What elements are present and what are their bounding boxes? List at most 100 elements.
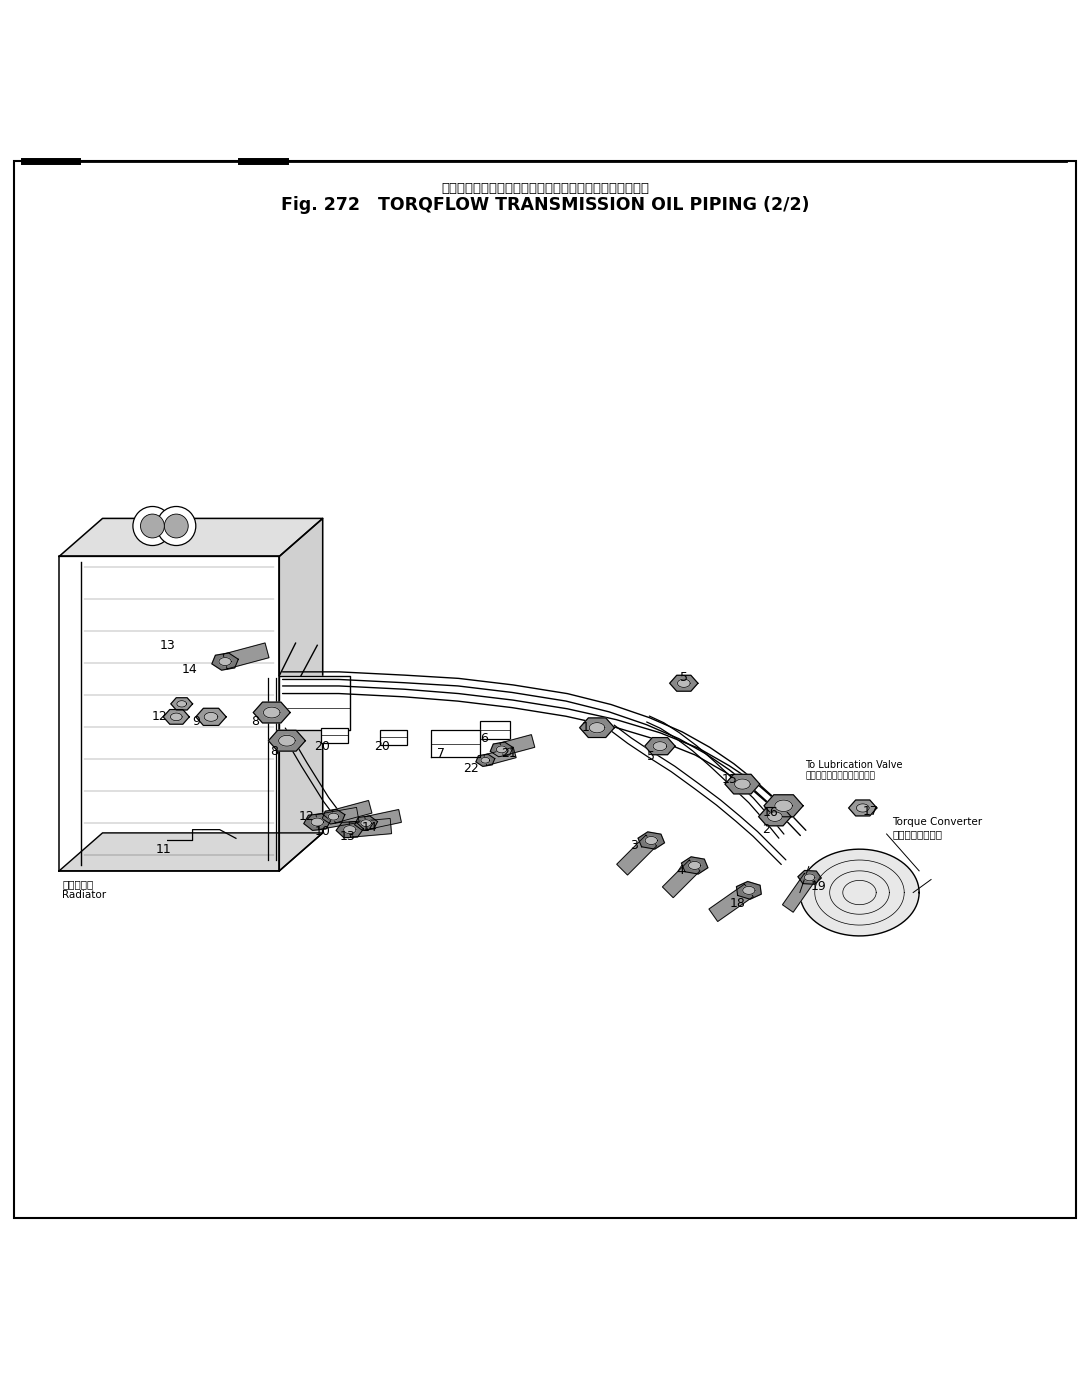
Polygon shape: [354, 816, 377, 831]
Polygon shape: [253, 702, 290, 724]
Bar: [480, 721, 510, 739]
Text: トルクフロー　トランスミッション　オイル　パイピング: トルクフロー トランスミッション オイル パイピング: [441, 183, 649, 195]
Text: 22: 22: [463, 762, 480, 776]
Text: ラジエータ: ラジエータ: [62, 879, 94, 888]
Text: 21: 21: [501, 747, 517, 761]
Text: ルーブリケーションバルブへ: ルーブリケーションバルブへ: [806, 770, 875, 780]
Text: 11: 11: [156, 843, 171, 855]
Text: Fig. 272   TORQFLOW TRANSMISSION OIL PIPING (2/2): Fig. 272 TORQFLOW TRANSMISSION OIL PIPIN…: [281, 196, 809, 214]
Polygon shape: [343, 825, 356, 833]
Bar: [379, 730, 407, 746]
Circle shape: [133, 507, 172, 545]
Polygon shape: [708, 884, 753, 921]
Polygon shape: [279, 676, 350, 730]
Polygon shape: [764, 795, 803, 817]
Text: 15: 15: [722, 773, 737, 787]
Polygon shape: [804, 875, 815, 881]
Polygon shape: [365, 810, 401, 829]
Polygon shape: [223, 643, 269, 669]
Text: 8: 8: [270, 746, 278, 758]
Text: 13: 13: [160, 638, 175, 652]
Polygon shape: [849, 800, 876, 816]
Polygon shape: [328, 813, 339, 820]
Polygon shape: [500, 735, 535, 755]
Polygon shape: [767, 811, 783, 821]
Bar: [322, 728, 348, 743]
Text: 4: 4: [677, 865, 685, 877]
Polygon shape: [737, 881, 761, 899]
Polygon shape: [798, 870, 821, 884]
Text: 20: 20: [314, 740, 329, 752]
Polygon shape: [742, 887, 755, 894]
Polygon shape: [481, 758, 489, 763]
Text: 18: 18: [730, 897, 746, 910]
Polygon shape: [171, 697, 193, 710]
Text: 9: 9: [192, 715, 199, 728]
Polygon shape: [645, 737, 675, 755]
Polygon shape: [580, 718, 615, 737]
Polygon shape: [476, 754, 495, 766]
Polygon shape: [638, 832, 665, 849]
Polygon shape: [164, 710, 190, 724]
Text: 20: 20: [374, 740, 390, 752]
Polygon shape: [432, 730, 480, 757]
Text: 12: 12: [153, 710, 168, 724]
Polygon shape: [264, 707, 280, 718]
Text: To Lubrication Valve: To Lubrication Valve: [806, 759, 903, 770]
Polygon shape: [681, 857, 707, 875]
Polygon shape: [645, 836, 657, 844]
Text: 3: 3: [630, 839, 638, 853]
Polygon shape: [219, 658, 231, 666]
Polygon shape: [496, 746, 507, 752]
Text: 8: 8: [252, 715, 259, 728]
Polygon shape: [689, 861, 701, 869]
Text: Radiator: Radiator: [62, 890, 107, 899]
Text: 6: 6: [481, 732, 488, 746]
Text: 10: 10: [315, 825, 330, 839]
Polygon shape: [323, 809, 344, 824]
Text: 17: 17: [862, 805, 879, 818]
Polygon shape: [204, 713, 218, 721]
Polygon shape: [775, 800, 792, 811]
Polygon shape: [170, 713, 182, 721]
Polygon shape: [759, 807, 791, 825]
Text: 5: 5: [647, 751, 655, 763]
Polygon shape: [177, 700, 186, 707]
Text: トルクニンバータ: トルクニンバータ: [892, 829, 942, 839]
Polygon shape: [196, 708, 226, 725]
Text: 7: 7: [437, 747, 445, 761]
Polygon shape: [336, 821, 363, 838]
Polygon shape: [590, 722, 605, 733]
Polygon shape: [857, 803, 869, 811]
Polygon shape: [316, 807, 360, 829]
Polygon shape: [725, 774, 760, 794]
Text: 12: 12: [299, 810, 314, 824]
Polygon shape: [800, 849, 919, 936]
Text: 1: 1: [581, 721, 589, 735]
Text: 5: 5: [680, 671, 688, 684]
Text: 16: 16: [763, 806, 778, 818]
Polygon shape: [311, 818, 324, 827]
Polygon shape: [304, 814, 330, 831]
Polygon shape: [484, 747, 516, 766]
Polygon shape: [653, 741, 667, 751]
Polygon shape: [783, 873, 815, 912]
Polygon shape: [349, 818, 391, 838]
Polygon shape: [678, 680, 690, 688]
Polygon shape: [617, 835, 656, 875]
Text: 19: 19: [810, 880, 826, 892]
Polygon shape: [669, 676, 698, 691]
Circle shape: [141, 514, 165, 538]
Circle shape: [157, 507, 196, 545]
Polygon shape: [268, 730, 305, 751]
Text: 13: 13: [340, 829, 355, 843]
Polygon shape: [331, 800, 372, 822]
Circle shape: [165, 514, 189, 538]
Polygon shape: [59, 833, 323, 870]
Polygon shape: [211, 654, 239, 670]
Polygon shape: [663, 859, 700, 898]
Polygon shape: [279, 736, 295, 746]
Polygon shape: [361, 820, 372, 827]
Polygon shape: [59, 519, 323, 556]
Polygon shape: [735, 778, 750, 789]
